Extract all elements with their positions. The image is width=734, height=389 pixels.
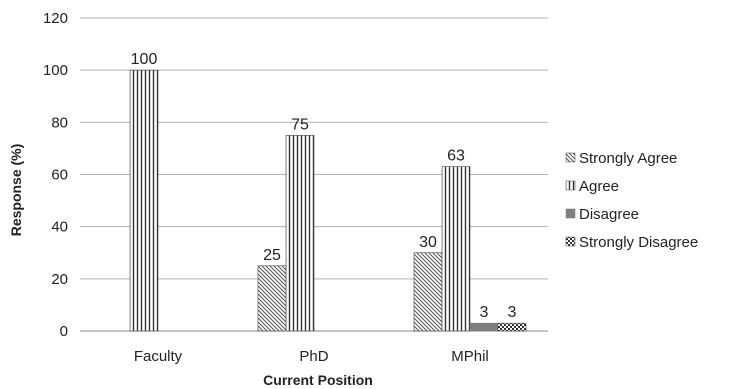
- data-label: 3: [508, 304, 517, 321]
- x-category-labels: Faculty PhD MPhil: [134, 348, 489, 365]
- x-axis-title: Current Position: [263, 372, 373, 388]
- y-tick-label: 0: [60, 323, 68, 340]
- data-label: 100: [131, 51, 158, 68]
- y-tick-label: 80: [51, 114, 68, 131]
- y-tick-label: 40: [51, 219, 68, 236]
- data-label: 75: [291, 116, 309, 133]
- bar-agree-mphil: [441, 166, 471, 332]
- bars: [129, 69, 527, 332]
- y-tick-label: 60: [51, 167, 68, 184]
- data-label: 25: [263, 247, 281, 264]
- x-tick-label: MPhil: [451, 348, 489, 365]
- data-labels: 100 25 75 30 63 3 3: [131, 51, 517, 321]
- bar-strongly-disagree-mphil: [497, 322, 527, 332]
- legend: Strongly Agree Agree Disagree Strongly Disa…: [565, 150, 698, 251]
- legend-label: Strongly Disagree: [579, 234, 698, 251]
- y-axis-title: Response (%): [8, 144, 24, 237]
- data-label: 3: [480, 304, 489, 321]
- legend-label: Agree: [579, 178, 619, 195]
- legend-swatch: [565, 180, 576, 191]
- y-tick-labels: 0 20 40 60 80 100 120: [43, 10, 68, 340]
- data-label: 63: [447, 148, 465, 165]
- legend-swatch: [565, 208, 576, 219]
- bar-disagree-mphil: [469, 322, 499, 332]
- y-tick-label: 100: [43, 62, 68, 79]
- legend-label: Strongly Agree: [579, 150, 677, 167]
- bar-strongly-agree-phd: [257, 265, 287, 332]
- y-tick-label: 20: [51, 271, 68, 288]
- legend-label: Disagree: [579, 206, 639, 223]
- x-tick-label: Faculty: [134, 348, 183, 365]
- y-tick-label: 120: [43, 10, 68, 27]
- bar-strongly-agree-mphil: [413, 252, 443, 332]
- bar-agree-phd: [285, 135, 315, 332]
- bar-agree-faculty: [129, 69, 159, 332]
- legend-swatch: [565, 236, 576, 247]
- data-label: 30: [419, 234, 437, 251]
- x-tick-label: PhD: [299, 348, 328, 365]
- legend-swatch: [565, 152, 576, 163]
